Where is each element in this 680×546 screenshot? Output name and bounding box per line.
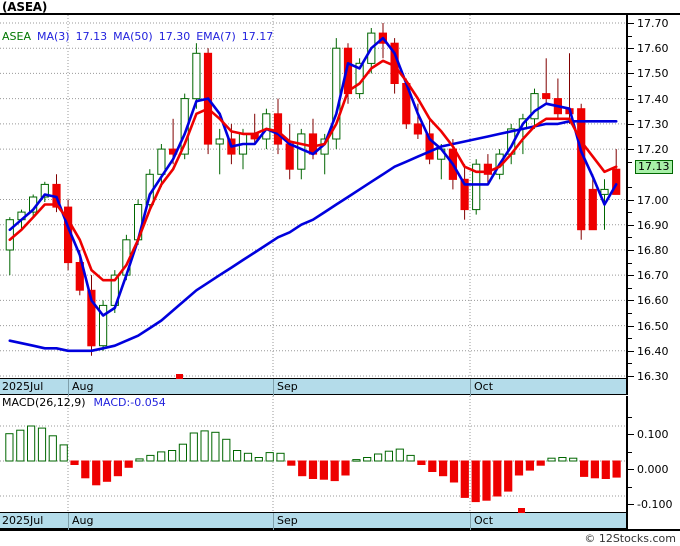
legend-ma50-value: 17.30 bbox=[158, 30, 191, 43]
macd-axis-tick bbox=[628, 469, 634, 470]
price-date-axis: 2025Jul Aug Sep Oct bbox=[0, 374, 628, 396]
date-label: Oct bbox=[474, 514, 494, 527]
date-label: Oct bbox=[474, 380, 494, 393]
price-axis-tick bbox=[628, 48, 634, 50]
legend-ma50-label: MA(50) bbox=[113, 30, 153, 43]
price-axis-label: 17.60 bbox=[637, 42, 669, 56]
legend-ma3-value: 17.13 bbox=[75, 30, 108, 43]
price-axis-tick bbox=[628, 224, 634, 226]
date-tick bbox=[273, 379, 274, 396]
price-axis-tick bbox=[628, 275, 634, 277]
price-axis-tick bbox=[628, 300, 634, 302]
macd-axis-tick bbox=[628, 434, 634, 435]
price-axis-label: 16.90 bbox=[637, 218, 669, 232]
legend-ema7-value: 17.17 bbox=[241, 30, 274, 43]
price-axis-label: 17.00 bbox=[637, 193, 669, 207]
price-axis-tick bbox=[628, 376, 634, 377]
price-axis-label: 16.70 bbox=[637, 269, 669, 283]
price-axis-label: 17.20 bbox=[637, 143, 669, 157]
price-axis-tick bbox=[628, 199, 634, 201]
price-axis-minor-tick bbox=[628, 313, 632, 314]
macd-plot bbox=[0, 396, 626, 512]
price-axis-label: 17.50 bbox=[637, 67, 669, 81]
macd-value: MACD:-0.054 bbox=[93, 396, 166, 409]
date-label: Aug bbox=[72, 380, 94, 393]
cursor-marker bbox=[176, 374, 183, 379]
macd-name: MACD(26,12,9) bbox=[2, 396, 86, 409]
window-title: (ASEA) bbox=[2, 0, 48, 14]
price-axis-label: 17.70 bbox=[637, 17, 669, 30]
price-axis-tick bbox=[628, 149, 634, 151]
price-axis-label: 16.30 bbox=[637, 370, 669, 383]
price-axis-tick bbox=[628, 350, 634, 352]
price-legend: ASEA MA(3) 17.13 MA(50) 17.30 EMA(7) 17.17 bbox=[0, 30, 626, 43]
price-axis-label: 16.50 bbox=[637, 319, 669, 333]
current-price-tag: 17.13 bbox=[635, 159, 673, 174]
price-chart-panel[interactable]: ASEA MA(3) 17.13 MA(50) 17.30 EMA(7) 17.17 bbox=[0, 15, 628, 378]
date-label: Aug bbox=[72, 514, 94, 527]
macd-y-axis: 0.100 0.000 -0.100 bbox=[628, 400, 680, 512]
date-tick bbox=[470, 379, 471, 396]
price-axis-minor-tick bbox=[628, 86, 632, 87]
price-axis-label: 17.30 bbox=[637, 117, 669, 131]
price-axis-tick bbox=[628, 249, 634, 251]
macd-axis-label: -0.100 bbox=[637, 498, 673, 511]
macd-axis-label: 0.100 bbox=[637, 428, 669, 441]
price-axis-minor-tick bbox=[628, 363, 632, 365]
price-axis-minor-tick bbox=[628, 186, 632, 188]
price-axis-tick bbox=[628, 98, 634, 100]
macd-axis-tick bbox=[628, 504, 634, 505]
date-tick bbox=[470, 513, 471, 530]
price-axis-label: 17.40 bbox=[637, 92, 669, 106]
macd-axis-label: 0.000 bbox=[637, 463, 669, 476]
copyright-footer: © 12Stocks.com bbox=[584, 532, 676, 545]
price-axis-label: 16.40 bbox=[637, 344, 669, 358]
date-label: 2025Jul bbox=[2, 380, 44, 393]
legend-ema7-label: EMA(7) bbox=[196, 30, 236, 43]
price-axis-tick bbox=[628, 325, 634, 327]
price-axis-label: 16.60 bbox=[637, 294, 669, 308]
legend-symbol: ASEA bbox=[2, 30, 31, 43]
price-y-axis: 17.70 17.60 17.50 17.40 17.30 17.20 17.00 16.90… bbox=[628, 15, 680, 382]
price-axis-minor-tick bbox=[628, 237, 632, 239]
chart-frame bbox=[0, 13, 680, 531]
macd-date-axis: 2025Jul Aug Sep Oct bbox=[0, 508, 628, 530]
price-axis-minor-tick bbox=[628, 60, 632, 62]
date-label: Sep bbox=[277, 514, 298, 527]
price-axis-tick bbox=[628, 123, 634, 125]
price-axis-tick bbox=[628, 23, 634, 24]
price-axis-minor-tick bbox=[628, 338, 632, 340]
price-axis-minor-tick bbox=[628, 161, 632, 163]
date-tick bbox=[68, 379, 69, 396]
price-axis-minor-tick bbox=[628, 212, 632, 214]
macd-legend: MACD(26,12,9) MACD:-0.054 bbox=[0, 396, 626, 409]
price-axis-minor-tick bbox=[628, 35, 632, 37]
date-tick bbox=[273, 513, 274, 530]
price-axis-minor-tick bbox=[628, 262, 632, 264]
price-axis-label: 16.80 bbox=[637, 243, 669, 257]
macd-axis-minor-tick bbox=[628, 416, 632, 418]
macd-axis-minor-tick bbox=[628, 486, 632, 488]
date-tick bbox=[68, 513, 69, 530]
date-label: 2025Jul bbox=[2, 514, 44, 527]
price-axis-tick bbox=[628, 73, 634, 75]
macd-axis-minor-tick bbox=[628, 451, 632, 453]
cursor-marker bbox=[518, 508, 525, 513]
price-axis-minor-tick bbox=[628, 287, 632, 289]
legend-ma3-label: MA(3) bbox=[36, 30, 70, 43]
date-label: Sep bbox=[277, 380, 298, 393]
price-axis-minor-tick bbox=[628, 136, 632, 138]
price-axis-minor-tick bbox=[628, 111, 632, 113]
price-plot bbox=[0, 15, 626, 378]
macd-panel[interactable]: MACD(26,12,9) MACD:-0.054 bbox=[0, 396, 628, 512]
